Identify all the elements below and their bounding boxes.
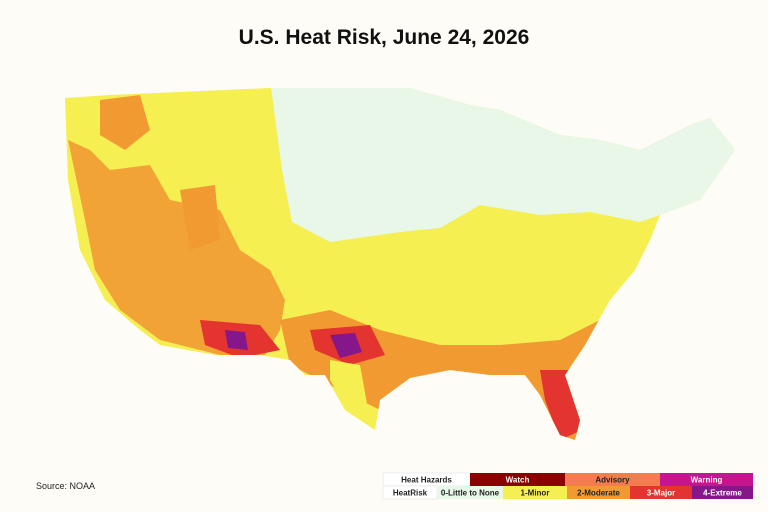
west-moderate (68, 140, 285, 355)
legend-label: Warning (691, 476, 723, 485)
texas-minor (330, 360, 370, 420)
legend-label: 1-Minor (521, 489, 550, 498)
legend-swatch (692, 486, 753, 499)
legend: Heat Hazards Watch Advisory Warning HeatRisk… (382, 472, 753, 500)
source: Source: NOAA (36, 481, 95, 491)
legend-swatch (565, 473, 660, 486)
us-map (65, 88, 735, 440)
nw-moderate (100, 95, 150, 150)
legend-label: 2-Moderate (577, 489, 620, 498)
legend-swatch (503, 486, 567, 499)
legend-header: HeatRisk (393, 489, 428, 498)
legend-swatch (630, 486, 692, 499)
az-extreme (225, 330, 248, 350)
legend-label: 3-Major (647, 489, 675, 498)
legend-swatch (567, 486, 630, 499)
legend-swatch (470, 473, 565, 486)
legend-swatch (660, 473, 753, 486)
map-title: U.S. Heat Risk, June 24, 2026 (239, 26, 530, 49)
texas-extreme (330, 333, 362, 358)
basin-moderate (180, 185, 220, 250)
legend-label: Advisory (595, 476, 630, 485)
legend-header: Heat Hazards (401, 476, 452, 485)
legend-label: 0-Little to None (441, 489, 500, 498)
legend-swatch (437, 486, 503, 499)
legend-label: 4-Extreme (703, 489, 742, 498)
legend-label: Watch (506, 476, 530, 485)
